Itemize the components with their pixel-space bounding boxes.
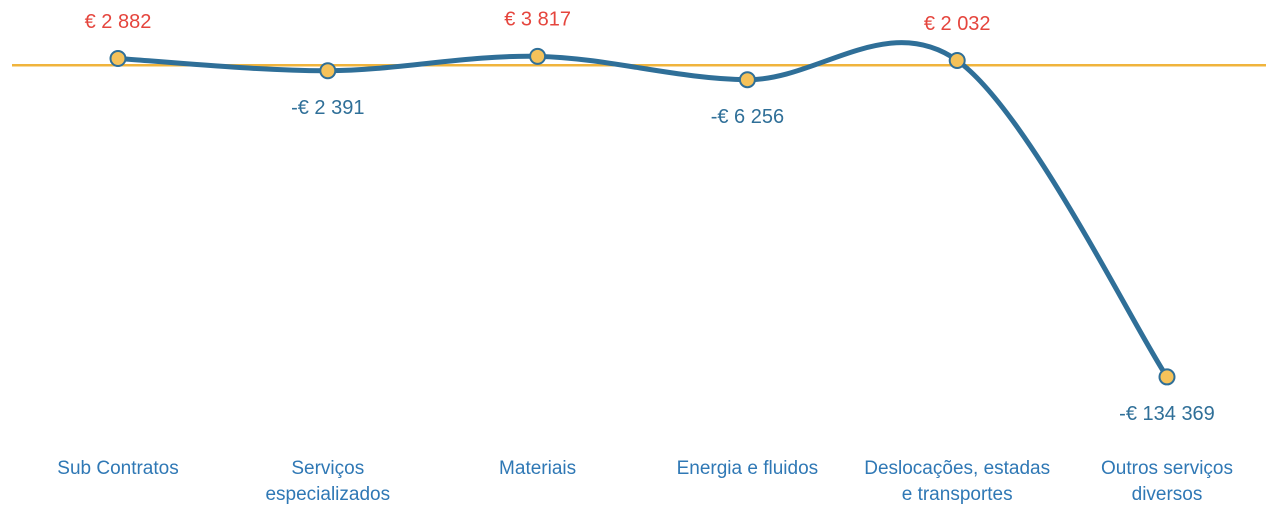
x-tick-label: Serviços especializados (265, 458, 391, 505)
marker (738, 71, 756, 89)
data-label: -€ 134 369 (1119, 403, 1215, 425)
data-label: € 2 882 (85, 11, 152, 33)
marker (529, 47, 547, 65)
x-tick-label: Materiais (499, 458, 577, 479)
x-tick-label: Energia e fluidos (676, 458, 819, 479)
marker (1158, 368, 1176, 386)
marker (109, 50, 127, 68)
x-tick-label: Outros serviços diversos (1101, 458, 1233, 505)
line (115, 40, 1170, 380)
data-label: -€ 2 391 (291, 97, 364, 119)
x-tick-label: Deslocações, estadas e transportes (864, 458, 1051, 505)
data-label: -€ 6 256 (711, 106, 784, 128)
marker (948, 51, 966, 69)
x-tick-label: Sub Contratos (57, 458, 179, 479)
marker (319, 62, 337, 80)
data-label: € 2 032 (924, 13, 991, 35)
data-label: € 3 817 (504, 9, 571, 31)
